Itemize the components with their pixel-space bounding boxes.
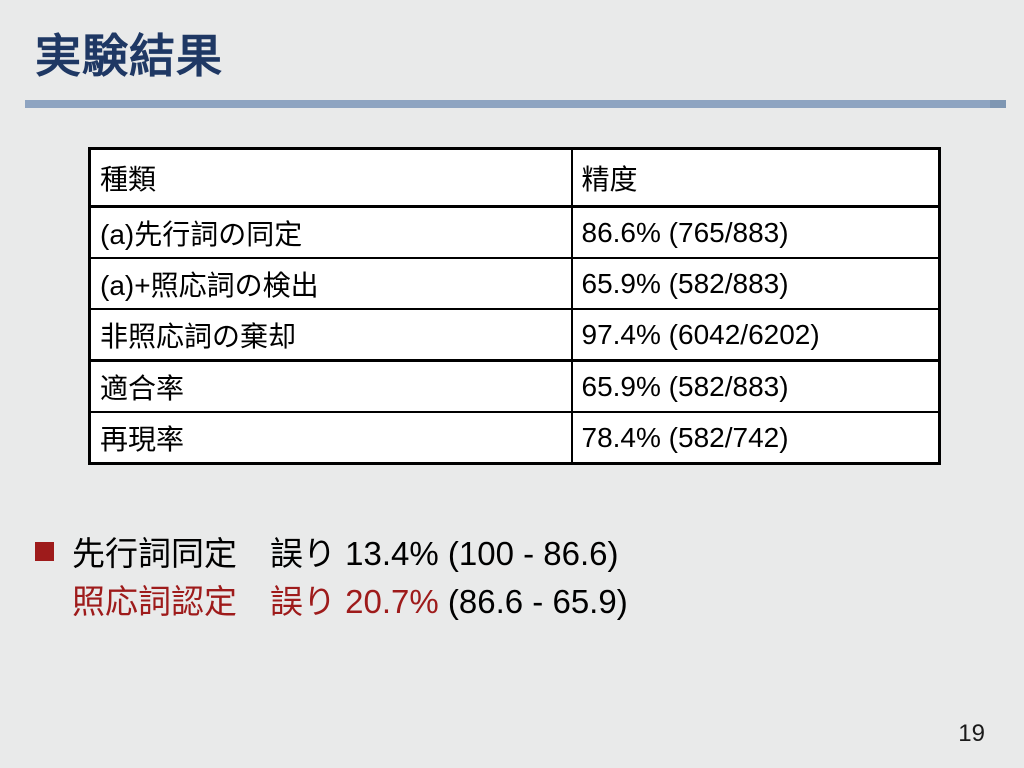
table-row: 非照応詞の棄却 97.4% (6042/6202) — [88, 308, 941, 362]
summary-line-antecedent: 先行詞同定 誤り 13.4% (100 - 86.6) — [72, 535, 619, 572]
cell-type: 再現率 — [88, 411, 573, 465]
cell-type: 適合率 — [88, 359, 573, 413]
cell-accuracy: 65.9% (582/883) — [570, 359, 941, 413]
results-table: 種類 精度 (a)先行詞の同定 86.6% (765/883) (a)+照応詞の… — [88, 147, 941, 465]
title-divider-end-cap — [990, 100, 1006, 108]
summary-line-anaphor-black-part: (86.6 - 65.9) — [447, 583, 628, 620]
table-row: (a)先行詞の同定 86.6% (765/883) — [88, 205, 941, 259]
table-row: 再現率 78.4% (582/742) — [88, 411, 941, 465]
table-row: (a)+照応詞の検出 65.9% (582/883) — [88, 257, 941, 310]
cell-type: 非照応詞の棄却 — [88, 308, 573, 362]
page-title: 実験結果 — [35, 30, 223, 82]
page-number: 19 — [958, 720, 985, 747]
summary-text: 先行詞同定 誤り 13.4% (100 - 86.6) 照応詞認定 誤り 20.… — [72, 530, 628, 626]
table-header-row: 種類 精度 — [88, 147, 941, 208]
cell-type: (a)先行詞の同定 — [88, 205, 573, 259]
summary-bullet-block: 先行詞同定 誤り 13.4% (100 - 86.6) 照応詞認定 誤り 20.… — [35, 530, 628, 626]
table-row: 適合率 65.9% (582/883) — [88, 359, 941, 413]
column-header-type: 種類 — [88, 147, 573, 208]
cell-accuracy: 97.4% (6042/6202) — [570, 308, 941, 362]
square-bullet-icon — [35, 542, 54, 561]
cell-accuracy: 86.6% (765/883) — [570, 205, 941, 259]
cell-accuracy: 65.9% (582/883) — [570, 257, 941, 310]
summary-line-anaphor: 照応詞認定 誤り 20.7% (86.6 - 65.9) — [72, 578, 628, 626]
column-header-accuracy: 精度 — [570, 147, 941, 208]
title-divider-bar — [25, 100, 998, 108]
cell-type: (a)+照応詞の検出 — [88, 257, 573, 310]
summary-line-anaphor-red-part: 照応詞認定 誤り 20.7% — [72, 583, 448, 620]
cell-accuracy: 78.4% (582/742) — [570, 411, 941, 465]
